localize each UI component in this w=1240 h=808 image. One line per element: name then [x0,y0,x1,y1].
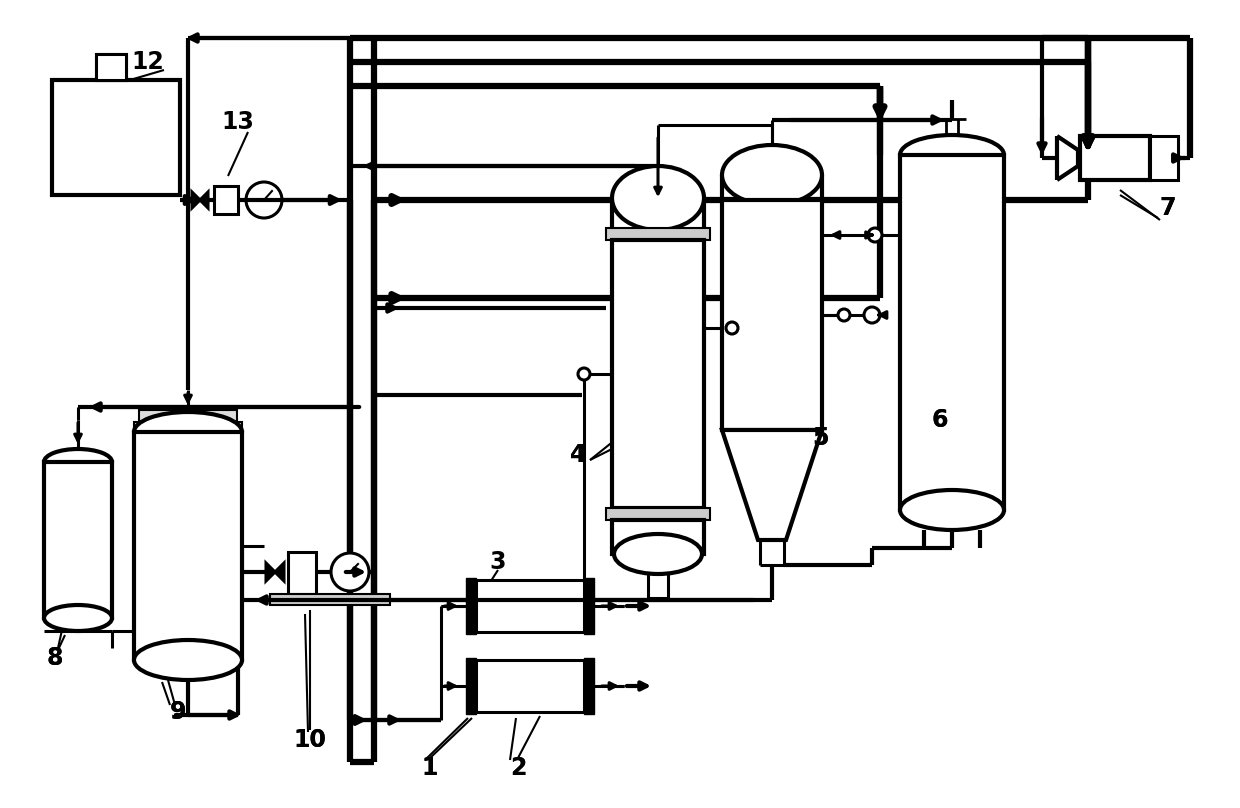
Circle shape [868,228,882,242]
Text: 5: 5 [812,426,828,450]
Bar [134,422,242,432]
Text: 4: 4 [570,443,587,467]
Polygon shape [722,430,822,540]
Bar [288,552,316,594]
Ellipse shape [614,534,702,574]
Circle shape [578,368,590,380]
Bar [1080,136,1149,180]
Ellipse shape [43,605,112,631]
Ellipse shape [43,449,112,475]
Bar [606,508,711,520]
Bar [466,578,476,634]
Bar [900,155,1004,510]
Ellipse shape [900,490,1004,530]
Text: 12: 12 [131,50,165,74]
Circle shape [864,307,880,323]
Ellipse shape [613,166,704,230]
Ellipse shape [134,640,242,680]
Bar [139,410,237,422]
Ellipse shape [900,135,1004,175]
Text: 8: 8 [47,646,63,670]
Text: 9: 9 [170,700,186,724]
Text: 1: 1 [422,756,438,780]
Bar [134,432,242,660]
Bar [606,228,711,240]
Text: 2: 2 [510,756,526,780]
Bar [584,658,594,714]
Text: 5: 5 [812,426,828,450]
Text: 10: 10 [294,728,326,752]
Text: 8: 8 [47,646,63,670]
Text: 7: 7 [1159,196,1177,220]
Bar [270,594,391,605]
Bar [584,578,594,634]
Circle shape [838,309,849,321]
Text: 10: 10 [294,728,326,752]
Bar [613,520,704,554]
Bar [476,660,584,712]
Text: 7: 7 [1159,196,1177,220]
Circle shape [725,322,738,334]
Circle shape [246,182,281,218]
Bar [1149,136,1178,180]
Bar [476,580,584,632]
Text: 3: 3 [490,550,506,574]
Text: 1: 1 [422,756,438,780]
Bar [52,80,180,195]
Bar [43,462,112,618]
Bar [722,200,822,430]
Text: 9: 9 [170,700,186,724]
Bar [613,240,704,508]
Text: 13: 13 [222,110,254,134]
Text: 6: 6 [931,408,949,432]
Bar [215,186,238,214]
Circle shape [331,553,370,591]
Text: 4: 4 [570,443,587,467]
Ellipse shape [722,145,822,205]
Bar [466,658,476,714]
Polygon shape [267,563,284,581]
Bar [95,54,126,80]
Bar [95,54,126,80]
Ellipse shape [134,412,242,452]
Text: 2: 2 [510,756,526,780]
Polygon shape [192,192,208,208]
Text: 6: 6 [931,408,949,432]
